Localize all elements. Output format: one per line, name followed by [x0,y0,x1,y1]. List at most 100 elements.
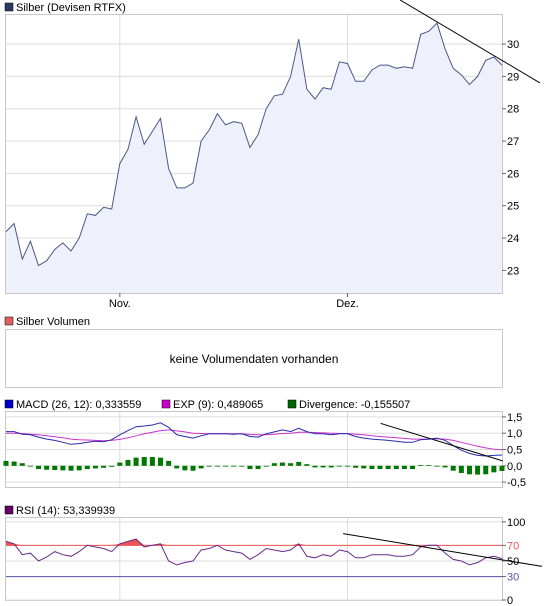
divergence-bar [133,457,139,466]
divergence-bar [377,465,383,470]
divergence-bar [450,465,456,471]
divergence-bar [84,465,90,470]
price-trendline [399,0,541,84]
divergence-bar [263,465,269,467]
divergence-bar [117,462,123,466]
divergence-bar [125,459,131,466]
macd-panel: MACD (26, 12): 0,333559 EXP (9): 0,48906… [3,399,526,489]
divergence-legend-label: Divergence: -0,155507 [299,399,410,411]
price-y-axis: 23 24 25 26 27 28 29 30 [502,39,519,277]
divergence-bar [475,465,481,475]
divergence-bar [304,464,310,466]
volume-plot-frame [5,329,503,388]
divergence-bar [426,465,432,466]
price-x-tick-label: Dez. [336,298,359,310]
exp-legend-label: EXP (9): 0,489065 [173,399,263,411]
divergence-bar [11,461,17,466]
rsi-y-tick-label: 50 [507,556,519,568]
price-area-fill [6,23,502,293]
price-y-tick-label: 26 [507,168,519,180]
divergence-bar [312,465,318,468]
divergence-bar [336,465,342,467]
macd-y-tick-label: 0,0 [507,461,522,473]
price-x-tick-label: Nov. [109,298,131,310]
divergence-bar [60,465,66,471]
divergence-bar [320,465,326,468]
divergence-bar [279,462,285,466]
divergence-bar [458,465,464,473]
rsi-legend-swatch [4,505,14,515]
divergence-bar [174,465,180,469]
macd-y-tick-label: -0,5 [507,477,526,489]
divergence-bar [483,465,489,475]
divergence-bar [157,457,163,466]
divergence-bar [401,465,407,470]
divergence-bar [52,465,58,471]
divergence-bar [182,465,188,471]
price-legend-swatch [4,2,14,12]
divergence-bar [247,465,253,470]
divergence-bars [3,457,505,475]
divergence-bar [68,465,74,471]
divergence-bar [101,465,107,468]
rsi-y-tick-label: 70 [507,540,519,552]
macd-legend-swatch [4,399,14,409]
divergence-bar [271,463,277,466]
divergence-bar [434,465,440,467]
divergence-bar [466,465,472,475]
divergence-bar [223,465,229,467]
macd-y-tick-label: 1,5 [507,412,522,424]
rsi-y-tick-label: 0 [507,595,513,606]
rsi-y-tick-label: 30 [507,572,519,584]
divergence-bar [369,465,375,470]
rsi-y-tick-label: 100 [507,517,525,529]
macd-y-tick-label: 0,5 [507,445,522,457]
divergence-bar [353,465,359,468]
price-line [5,22,503,267]
divergence-bar [166,460,172,466]
divergence-bar [109,465,115,467]
macd-legend-label: MACD (26, 12): 0,333559 [16,399,141,411]
divergence-bar [19,463,25,466]
macd-y-tick-label: 1,0 [507,428,522,440]
divergence-bar [44,465,50,470]
rsi-plot-frame [5,517,503,601]
price-panel: Silber (Devisen RTFX) 23 24 25 26 27 28 29 30 N… [4,0,541,310]
price-legend-label: Silber (Devisen RTFX) [16,2,126,14]
price-y-tick-label: 27 [507,136,519,148]
price-y-tick-label: 25 [507,201,519,213]
divergence-bar [231,465,237,467]
divergence-bar [27,465,33,467]
divergence-bar [328,465,334,468]
divergence-bar [418,465,424,466]
divergence-bar [190,465,196,471]
divergence-bar [345,465,351,467]
divergence-bar [214,465,220,467]
volume-legend-swatch [4,316,14,326]
price-x-axis: Nov.Dez.Jan. [109,293,359,310]
macd-y-axis: 1,5 1,0 0,5 0,0 -0,5 [502,412,526,489]
rsi-y-axis: 100 70 50 30 0 [502,517,525,606]
macd-line [6,422,503,457]
divergence-legend-swatch [287,399,297,409]
divergence-bar [198,465,204,469]
divergence-bar [239,465,245,467]
divergence-bar [288,463,294,466]
divergence-bar [499,465,505,472]
divergence-bar [393,465,399,470]
exp-legend-swatch [161,399,171,409]
divergence-bar [141,457,147,466]
price-y-tick-label: 24 [507,233,519,245]
rsi-line [5,538,503,566]
rsi-trendline [343,533,543,567]
divergence-bar [442,465,448,468]
divergence-bar [76,465,82,471]
divergence-bar [385,465,391,470]
divergence-bar [92,465,98,469]
rsi-panel: RSI (14): 53,339939 100 70 50 30 0 [4,505,543,606]
macd-trendline [380,422,503,462]
divergence-bar [3,460,9,466]
volume-empty-message: keine Volumendaten vorhanden [170,352,339,366]
rsi-legend-label: RSI (14): 53,339939 [16,505,115,517]
